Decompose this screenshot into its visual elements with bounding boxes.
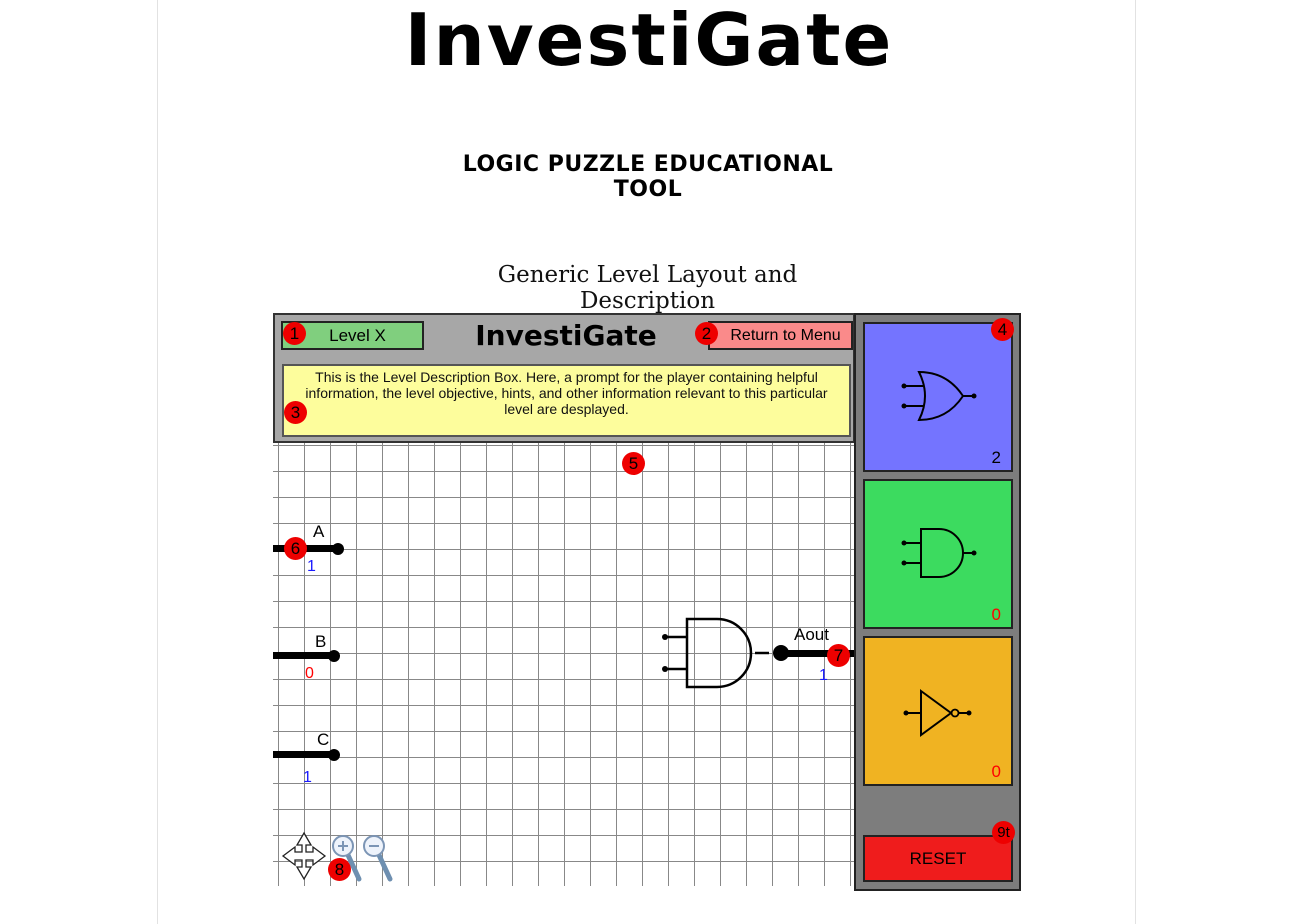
site-logo: InvestiGate <box>404 0 894 82</box>
placed-and-gate-icon[interactable] <box>659 617 769 689</box>
or-gate-icon <box>901 370 977 422</box>
output-terminal[interactable] <box>773 645 789 661</box>
output-wire <box>785 650 855 657</box>
zoom-in-icon[interactable] <box>331 833 363 883</box>
input-c-label: C <box>317 730 330 749</box>
annotation-marker-6: 6 <box>284 537 307 560</box>
and-gate-count: 0 <box>991 605 1001 624</box>
input-c-wire <box>273 751 333 758</box>
game-screenshot: Level X InvestiGate Return to Menu This … <box>273 313 1021 891</box>
input-a-label: A <box>313 522 325 541</box>
input-c-terminal[interactable] <box>328 749 340 761</box>
and-gate-card[interactable]: 0 <box>863 479 1013 629</box>
or-gate-card[interactable]: 2 <box>863 322 1013 472</box>
output-label: Aout <box>794 625 829 644</box>
input-b-terminal[interactable] <box>328 650 340 662</box>
reset-button[interactable]: RESET <box>863 835 1013 882</box>
return-to-menu-button[interactable]: Return to Menu <box>708 321 853 350</box>
annotation-marker-3: 3 <box>284 401 307 424</box>
zoom-out-icon[interactable] <box>362 833 394 883</box>
or-gate-count: 2 <box>991 448 1001 467</box>
not-gate-count: 0 <box>991 762 1001 781</box>
gate-palette: 2 0 0 RESET <box>854 313 1021 891</box>
input-b-label: B <box>315 632 327 651</box>
level-description-box: This is the Level Description Box. Here,… <box>282 364 851 437</box>
input-c-value[interactable]: 1 <box>303 769 312 786</box>
output-value: 1 <box>819 667 828 684</box>
annotation-marker-1: 1 <box>283 322 306 345</box>
game-logo: InvestiGate <box>475 319 657 352</box>
annotation-marker-2: 2 <box>695 322 718 345</box>
annotation-marker-4: 4 <box>991 318 1014 341</box>
input-b-value[interactable]: 0 <box>305 665 314 682</box>
annotation-marker-8: 8 <box>328 858 351 881</box>
input-b-wire <box>273 652 333 659</box>
annotation-marker-9t: 9t <box>992 821 1015 844</box>
input-a-value[interactable]: 1 <box>307 558 316 575</box>
annotation-marker-5: 5 <box>622 452 645 475</box>
input-a-terminal[interactable] <box>332 543 344 555</box>
not-gate-card[interactable]: 0 <box>863 636 1013 786</box>
annotation-marker-7: 7 <box>827 644 850 667</box>
section-heading: Generic Level Layout and Description <box>497 262 798 314</box>
and-gate-icon <box>901 528 977 578</box>
not-gate-icon <box>903 689 972 737</box>
pan-arrows-icon[interactable] <box>281 831 327 881</box>
site-subtitle: LOGIC PUZZLE EDUCATIONAL TOOL <box>462 152 834 202</box>
circuit-grid[interactable]: A 1 B 0 C 1 Aout 1 <box>273 443 855 886</box>
level-header: Level X InvestiGate Return to Menu This … <box>273 313 855 443</box>
